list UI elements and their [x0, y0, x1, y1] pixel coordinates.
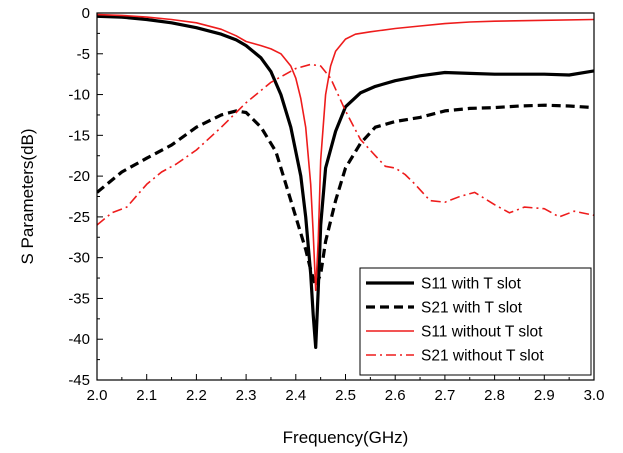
x-axis-title: Frequency(GHz) [283, 428, 409, 447]
x-tick-label: 2.2 [186, 387, 207, 404]
series-line-3 [97, 13, 594, 292]
plot-frame [96, 12, 595, 381]
x-tick-label: 3.0 [584, 387, 605, 404]
legend-label-3: S11 without T slot [421, 324, 543, 341]
x-tick-label: 2.3 [236, 387, 257, 404]
series-line-2 [97, 103, 594, 288]
x-tick-label: 2.5 [335, 387, 356, 404]
y-tick-label: -30 [68, 250, 90, 267]
y-tick-label: -40 [68, 331, 90, 348]
x-tick-label: 2.8 [484, 387, 505, 404]
legend: S11 with T slot S21 with T slot S11 withou… [359, 267, 592, 376]
legend-label-4: S21 without T slot [421, 348, 544, 365]
y-tick-labels: 0 -5 -10 -15 -20 -25 -30 -35 -40 -45 [68, 5, 90, 389]
x-tick-label: 2.7 [434, 387, 455, 404]
x-tick-label: 2.4 [285, 387, 306, 404]
x-tick-label: 2.1 [136, 387, 157, 404]
x-tick-labels: 2.0 2.1 2.2 2.3 2.4 2.5 2.6 2.7 2.8 2.9 3.0 [87, 387, 605, 404]
legend-label-1: S11 with T slot [421, 276, 522, 293]
series-line-1 [97, 14, 594, 349]
y-tick-label: -20 [68, 168, 90, 185]
y-tick-label: -25 [68, 209, 90, 226]
y-tick-label: -10 [68, 87, 90, 104]
y-tick-label: -45 [68, 372, 90, 389]
y-tick-label: -15 [68, 127, 90, 144]
legend-label-2: S21 with T slot [421, 300, 523, 317]
series-lines [97, 13, 594, 349]
y-tick-label: -35 [68, 290, 90, 307]
y-axis-title: S Parameters(dB) [18, 128, 37, 264]
y-tick-label: 0 [82, 5, 90, 22]
x-tick-label: 2.0 [87, 387, 108, 404]
series-line-4 [97, 63, 594, 226]
x-tick-label: 2.9 [534, 387, 555, 404]
legend-box [359, 267, 592, 376]
x-tick-label: 2.6 [385, 387, 406, 404]
y-tick-label: -5 [77, 46, 90, 63]
